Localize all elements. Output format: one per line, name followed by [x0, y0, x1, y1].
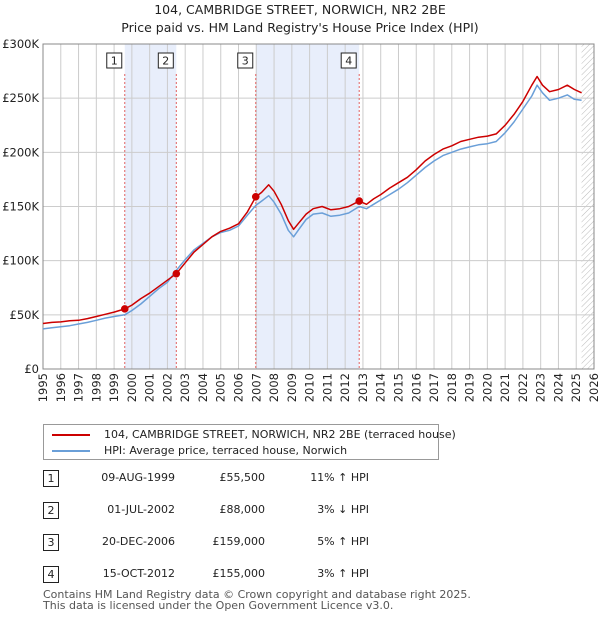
x-tick-label: 1995 — [36, 373, 50, 402]
sale-price: £88,000 — [219, 503, 266, 516]
x-tick-label: 2009 — [285, 373, 299, 402]
sale-price: £155,000 — [212, 567, 266, 580]
sale-label-box — [157, 52, 174, 69]
sale-number-badge: 3 — [43, 534, 59, 551]
x-tick-label: 2013 — [356, 373, 370, 402]
x-tick-label: 2000 — [125, 373, 139, 402]
property-price-line — [42, 75, 582, 325]
x-tick-label: 2020 — [480, 373, 494, 402]
x-tick-label: 2015 — [391, 373, 405, 402]
sale-label-box — [237, 52, 254, 69]
x-tick-label: 2014 — [374, 373, 388, 402]
table-row: 4 15-OCT-2012 £155,000 3% ↑ HPI — [43, 566, 443, 584]
sale-number-badge: 1 — [43, 470, 59, 487]
x-tick-label: 2004 — [196, 373, 210, 402]
x-tick-label: 2016 — [409, 373, 423, 402]
x-tick-label: 2006 — [232, 373, 246, 402]
x-tick-label: 1996 — [54, 373, 68, 402]
table-row: 3 20-DEC-2006 £159,000 5% ↑ HPI — [43, 534, 443, 552]
table-row: 2 01-JUL-2002 £88,000 3% ↓ HPI — [43, 502, 443, 520]
footer-licence: This data is licensed under the Open Gov… — [43, 599, 394, 612]
x-tick-label: 2008 — [267, 373, 281, 402]
x-tick-label: 2001 — [143, 373, 157, 402]
y-tick-label: £150K — [2, 200, 39, 214]
sale-label-box — [106, 52, 123, 69]
x-tick-label: 1999 — [107, 373, 121, 402]
chart-title-line1: 104, CAMBRIDGE STREET, NORWICH, NR2 2BE — [154, 2, 446, 17]
legend-label-hpi: HPI: Average price, terraced house, Norw… — [104, 444, 348, 457]
sale-label-number: 1 — [111, 55, 118, 68]
x-tick-label: 1998 — [89, 373, 103, 402]
sale-hpi-change: 3% ↓ HPI — [317, 503, 369, 516]
x-tick-label: 2025 — [569, 373, 583, 402]
sale-price: £159,000 — [212, 535, 266, 548]
sale-hpi-change: 5% ↑ HPI — [317, 535, 369, 548]
sale-point — [355, 197, 364, 205]
y-tick-label: £100K — [2, 254, 39, 268]
sale-number-badge: 4 — [43, 566, 59, 583]
sale-point — [251, 192, 260, 201]
x-tick-label: 2017 — [427, 373, 441, 402]
x-tick-label: 2002 — [160, 373, 174, 402]
x-tick-label: 2023 — [534, 373, 548, 402]
y-tick-label: £250K — [2, 91, 39, 105]
x-tick-label: 2012 — [338, 373, 352, 402]
chart: 104, CAMBRIDGE STREET, NORWICH, NR2 2BE … — [2, 2, 600, 402]
x-tick-label: 2024 — [551, 373, 565, 402]
sale-price: £55,500 — [219, 471, 266, 484]
x-tick-label: 2022 — [516, 373, 530, 402]
legend-item-property: 104, CAMBRIDGE STREET, NORWICH, NR2 2BE … — [52, 427, 456, 443]
sale-point — [120, 305, 129, 313]
sale-date: 09-AUG-1999 — [101, 471, 175, 484]
sale-label-box — [340, 52, 357, 69]
y-tick-label: £200K — [2, 145, 39, 159]
chart-title-line2: Price paid vs. HM Land Registry's House … — [121, 20, 478, 35]
legend-label-property: 104, CAMBRIDGE STREET, NORWICH, NR2 2BE … — [104, 428, 456, 441]
x-tick-label: 2007 — [249, 373, 263, 402]
footer: Contains HM Land Registry data © Crown c… — [43, 589, 471, 611]
sale-label-number: 2 — [162, 55, 169, 68]
x-tick-label: 2018 — [445, 373, 459, 402]
plot-area: £0 £50K £100K £150K £200K £250K £300K 1995 1996 1… — [2, 37, 600, 402]
x-tick-label: 2026 — [587, 373, 600, 402]
x-tick-label: 2003 — [178, 373, 192, 402]
sale-label-number: 4 — [345, 55, 352, 68]
y-tick-label: £0 — [24, 362, 39, 376]
x-tick-label: 2010 — [303, 373, 317, 402]
sale-date: 20-DEC-2006 — [101, 535, 175, 548]
x-tick-label: 2019 — [463, 373, 477, 402]
sale-hpi-change: 3% ↑ HPI — [317, 567, 369, 580]
x-tick-label: 2011 — [320, 373, 334, 402]
hpi-line — [42, 84, 582, 330]
y-tick-label: £50K — [10, 308, 40, 322]
x-tick-label: 2005 — [214, 373, 228, 402]
sale-date: 01-JUL-2002 — [107, 503, 175, 516]
y-tick-label: £300K — [2, 37, 39, 51]
legend-swatch-hpi — [52, 450, 90, 452]
legend-swatch-property — [52, 434, 90, 436]
legend-item-hpi: HPI: Average price, terraced house, Norw… — [52, 443, 347, 459]
sale-point — [172, 269, 181, 278]
x-tick-label: 2021 — [498, 373, 512, 402]
sale-label-number: 3 — [242, 55, 249, 68]
table-row: 1 09-AUG-1999 £55,500 11% ↑ HPI — [43, 470, 443, 488]
legend: 104, CAMBRIDGE STREET, NORWICH, NR2 2BE … — [43, 424, 456, 460]
sale-number-badge: 2 — [43, 502, 59, 519]
sale-date: 15-OCT-2012 — [102, 567, 175, 580]
plot-border — [42, 43, 595, 370]
x-tick-label: 1997 — [72, 373, 86, 402]
sale-hpi-change: 11% ↑ HPI — [310, 471, 369, 484]
footer-copyright: Contains HM Land Registry data © Crown c… — [43, 588, 471, 601]
